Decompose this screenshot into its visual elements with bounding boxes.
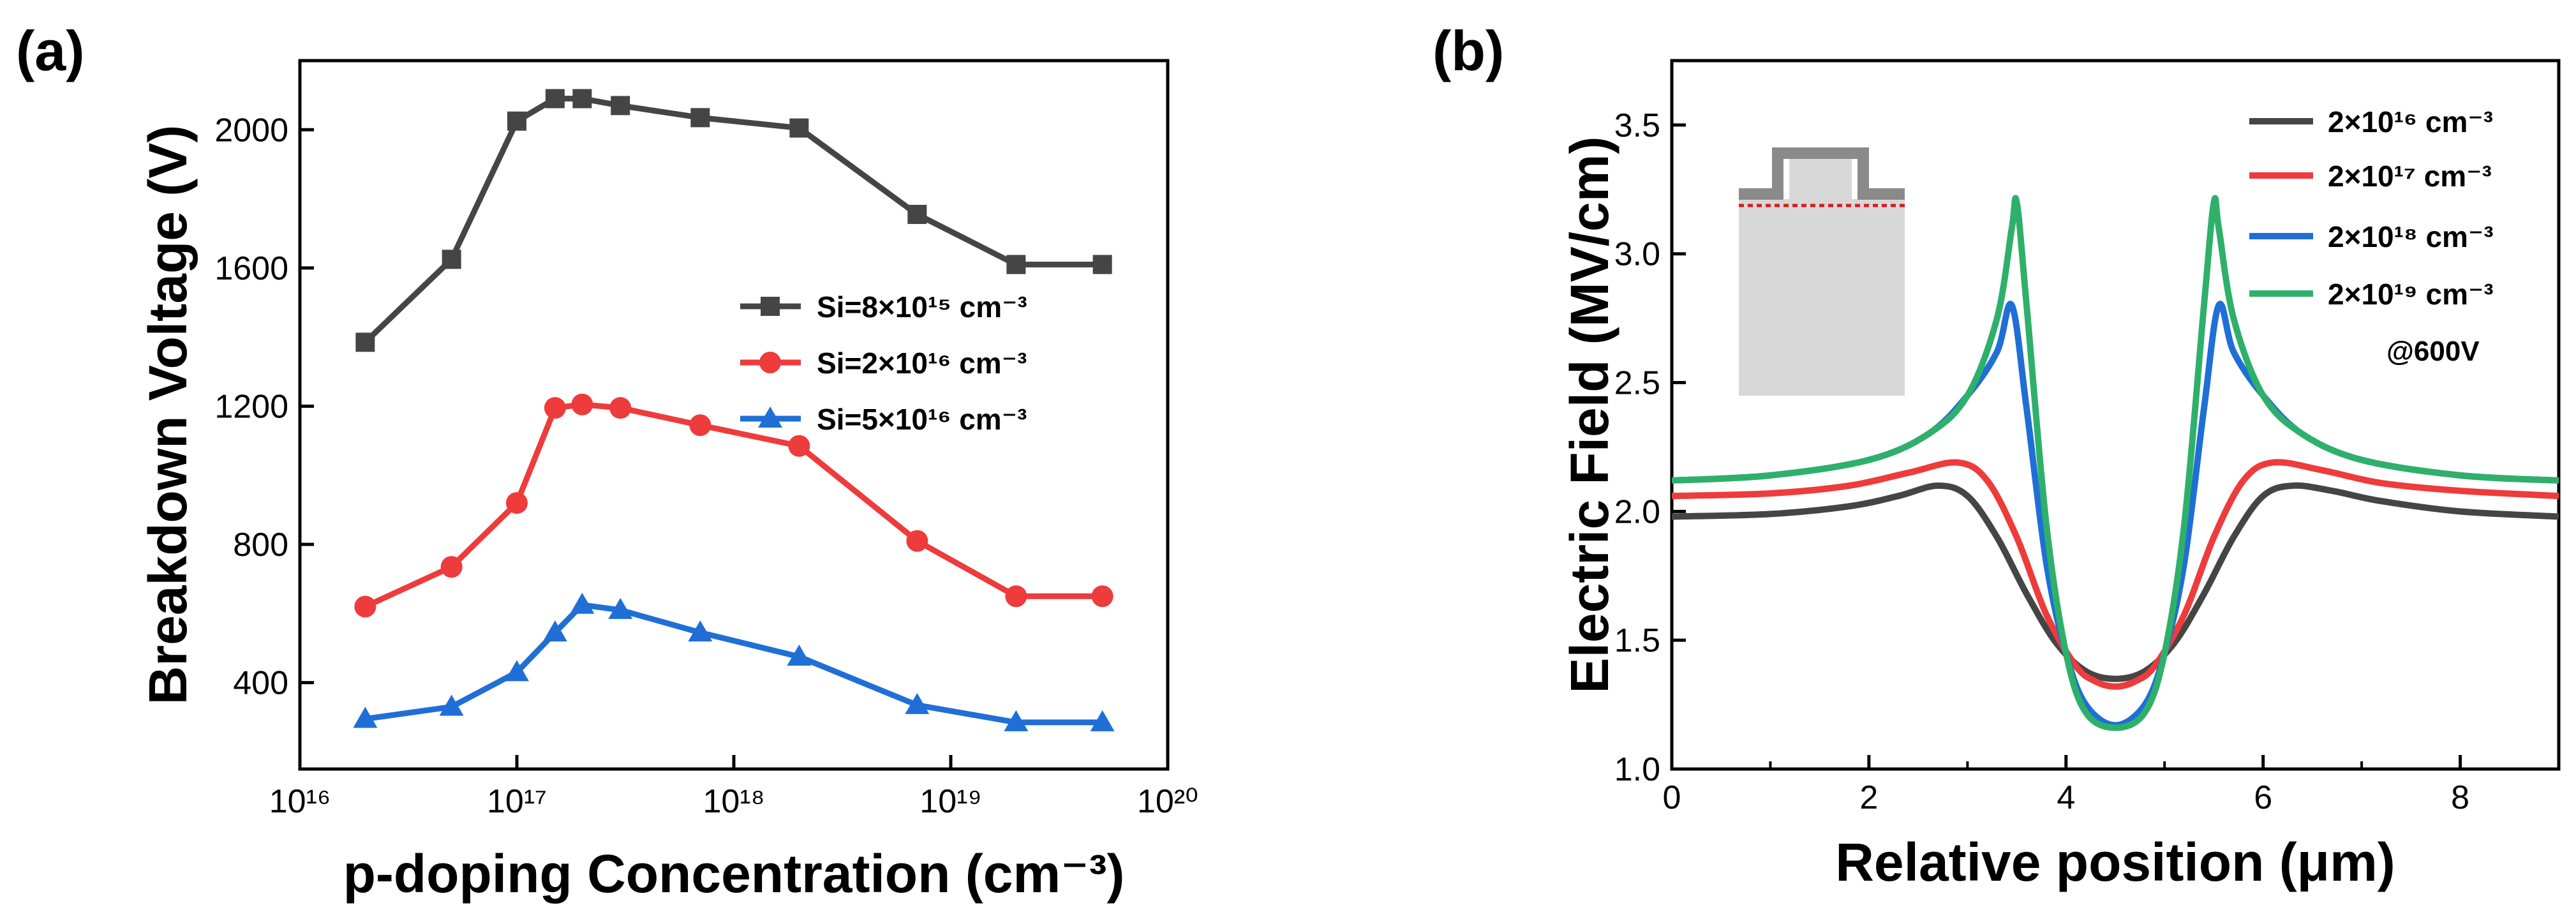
panel-a-label: (a)	[16, 19, 85, 82]
panel-b-y-axis-title: Electric Field (MV/cm)	[1560, 137, 1619, 694]
panel-a-y-tick-label: 400	[233, 665, 288, 702]
device-structure-inset	[1739, 147, 1905, 396]
panel-a-legend: Si=8×10¹⁵ cm⁻³ Si=2×10¹⁶ cm⁻³ Si=5×10¹⁶ cm…	[740, 290, 1027, 436]
panel-b-y-tick-label: 3.5	[1614, 107, 1660, 144]
panel-a-data-point	[608, 597, 633, 619]
panel-b-y-tick-label: 1.0	[1614, 751, 1660, 788]
panel-a-data-point	[506, 492, 528, 514]
panel-a-data-point	[570, 592, 595, 614]
panel-a-data-point	[505, 660, 529, 682]
panel-a-x-tick-label: 10¹⁹	[919, 783, 981, 820]
panel-a-data-point	[789, 118, 809, 138]
panel-a-data-point	[690, 108, 710, 128]
panel-a-data-point	[611, 96, 630, 116]
panel-a-y-axis-title: Breakdown Voltage (V)	[138, 125, 198, 705]
panel-a-data-point	[1005, 585, 1027, 608]
panel-a-x-tick-label: 10²⁰	[1137, 783, 1198, 820]
panel-a-series-line-2	[364, 602, 1103, 726]
panel-a-data-point	[353, 706, 378, 728]
panel-a-data-point	[440, 556, 463, 578]
panel-a-data-point	[787, 645, 812, 666]
panel-a-data-point	[442, 250, 461, 269]
panel-b-x-tick-label: 8	[2451, 779, 2469, 816]
panel-a-data-point	[545, 89, 565, 108]
panel-a-y-tick-label: 2000	[214, 112, 288, 149]
panel-a-data-point	[507, 111, 526, 131]
panel-b-label: (b)	[1433, 19, 1504, 82]
panel-b-bias-annotation: @600V	[2386, 336, 2480, 367]
inset-mesa	[1789, 158, 1852, 199]
panel-a-data-point	[1091, 585, 1113, 608]
panel-a-data-point	[1090, 710, 1115, 731]
panel-b-y-tick-label: 3.0	[1614, 236, 1660, 273]
panel-a-x-tick-label: 10¹⁷	[487, 783, 547, 820]
panel-a-x-tick-label: 10¹⁸	[703, 783, 764, 820]
panel-b-y-tick-label: 2.5	[1614, 365, 1660, 402]
panel-b-legend-label: 2×10¹⁸ cm⁻³	[2328, 220, 2494, 253]
panel-a-series-group	[353, 89, 1115, 731]
panel-b-axis-ticks: 0 2 4 6 8 1.0 1.5 2.0 2.5 3.0 3.5	[1614, 107, 2469, 816]
panel-a-legend-label: Si=5×10¹⁶ cm⁻³	[817, 403, 1027, 436]
panel-b-y-tick-label: 1.5	[1614, 622, 1660, 659]
panel-a-y-tick-label: 1600	[214, 250, 288, 287]
panel-b-series-curve-1	[1671, 459, 2559, 690]
panel-b-legend: 2×10¹⁶ cm⁻³ 2×10¹⁷ cm⁻³ 2×10¹⁸ cm⁻³ 2×10¹⁹ …	[2249, 105, 2494, 311]
panel-b-legend-label: 2×10¹⁷ cm⁻³	[2328, 160, 2492, 193]
panel-a-data-point	[905, 692, 930, 714]
panel-a-legend-marker	[758, 407, 782, 428]
panel-a-legend-marker	[761, 297, 780, 316]
panel-a-data-point	[906, 530, 928, 552]
panel-a-plot-frame	[298, 59, 1170, 771]
panel-b-x-tick-label: 4	[2057, 779, 2075, 816]
panel-b-x-tick-label: 2	[1859, 779, 1878, 816]
panel-a-legend-marker	[759, 352, 781, 373]
panel-a-y-tick-label: 1200	[214, 388, 288, 425]
panel-a-legend-label: Si=8×10¹⁵ cm⁻³	[817, 290, 1027, 324]
panel-a-data-point	[439, 694, 464, 716]
panel-a-data-point	[688, 620, 713, 642]
panel-b-series-curve-3	[1671, 195, 2559, 731]
panel-a-data-point	[1006, 255, 1026, 274]
panel-b-legend-label: 2×10¹⁶ cm⁻³	[2328, 105, 2493, 138]
panel-a-x-axis-title: p-doping Concentration (cm⁻³)	[343, 844, 1125, 904]
panel-a-data-point	[572, 89, 592, 108]
panel-a-data-point	[354, 595, 376, 618]
panel-a-data-point	[689, 414, 711, 437]
panel-a-legend-label: Si=2×10¹⁶ cm⁻³	[817, 347, 1027, 380]
panel-b-y-tick-label: 2.0	[1614, 493, 1660, 530]
panel-a-breakdown-voltage-chart: (a) 10¹⁶ 10¹⁷ 10¹⁸ 10¹⁹ 10²⁰ 400 800 1200 1600 20…	[16, 19, 1198, 904]
panel-b-legend-label: 2×10¹⁹ cm⁻³	[2328, 278, 2494, 311]
panel-b-x-tick-label: 6	[2254, 779, 2272, 816]
panel-b-plot-frame	[1670, 59, 2561, 771]
panel-a-data-point	[1092, 255, 1112, 274]
panel-a-data-point	[542, 620, 567, 642]
panel-b-x-tick-label: 0	[1663, 779, 1681, 816]
panel-b-series-curve-0	[1671, 482, 2559, 682]
panel-a-data-point	[571, 393, 593, 415]
panel-a-data-point	[1004, 710, 1029, 731]
panel-b-electric-field-chart: (b) 0 2 4 6 81.01.52.02.53.03.5 2×10¹⁶ cm⁻³2…	[1433, 19, 2561, 892]
panel-a-data-point	[907, 204, 927, 224]
panel-a-x-tick-label: 10¹⁶	[269, 783, 331, 820]
panel-a-data-point	[609, 397, 632, 419]
inset-substrate	[1739, 199, 1905, 396]
inset-passivation-layer	[1739, 147, 1905, 200]
panel-a-y-tick-label: 800	[233, 527, 288, 564]
panel-a-axis-ticks: 10¹⁶ 10¹⁷ 10¹⁸ 10¹⁹ 10²⁰ 400 800 1200 1600 2000	[214, 112, 1198, 820]
panel-b-x-axis-title: Relative position (μm)	[1835, 832, 2395, 892]
panel-a-data-point	[544, 397, 566, 419]
panel-b-series-group	[1671, 195, 2559, 731]
panel-a-data-point	[788, 435, 810, 457]
panel-a-data-point	[355, 332, 375, 352]
